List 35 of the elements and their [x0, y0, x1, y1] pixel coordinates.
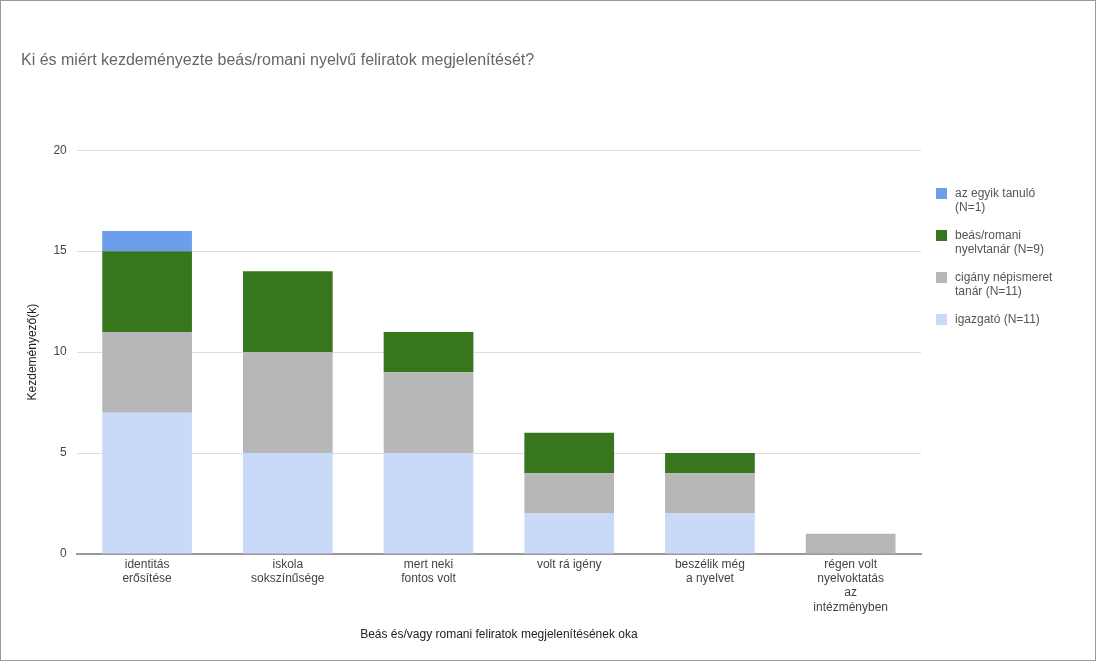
bar [524, 513, 615, 554]
y-tick-label: 5 [60, 445, 68, 460]
bar [102, 230, 192, 252]
x-tick-label: volt rá igény [536, 556, 602, 571]
bar [665, 453, 755, 474]
y-tick-label: 0 [60, 546, 68, 561]
legend-label: az egyik tanuló (N=1) [955, 186, 1037, 214]
x-tick-label: identitás erősítése [122, 556, 173, 585]
legend-label: igazgató (N=11) [955, 312, 1040, 326]
bar [242, 352, 333, 454]
bar [524, 473, 615, 514]
bar [242, 453, 333, 554]
x-tick-label: mert neki fontos volt [401, 556, 457, 585]
legend-label: beás/romani nyelvtanár (N=9) [955, 228, 1046, 256]
bar [242, 271, 333, 353]
bar [383, 372, 474, 454]
y-tick-label: 20 [53, 142, 68, 157]
x-tick-label: régen volt nyelvoktatás az intézményben [813, 556, 889, 614]
bar [524, 432, 615, 474]
x-tick-label: iskola sokszínűsége [251, 556, 325, 585]
y-tick-label: 15 [53, 243, 68, 258]
x-axis-title: Beás és/vagy romani feliratok megjelenítésének oka [360, 627, 638, 642]
bar [383, 453, 474, 554]
bar [665, 473, 755, 514]
x-tick-label: beszélik még a nyelvet [674, 556, 745, 585]
bar [665, 513, 755, 554]
bar [805, 533, 896, 554]
legend-label: cigány népismeret tanár (N=11) [955, 270, 1054, 298]
bar [102, 251, 192, 332]
bar [383, 331, 474, 373]
bar [102, 331, 192, 413]
bar [102, 412, 192, 554]
chart-title: Ki és miért kezdeményezte beás/romani nyelvű feliratok megjelenítését? [21, 51, 535, 69]
y-axis-title: Kezdeményező(k) [24, 303, 39, 401]
y-tick-label: 10 [53, 344, 68, 359]
